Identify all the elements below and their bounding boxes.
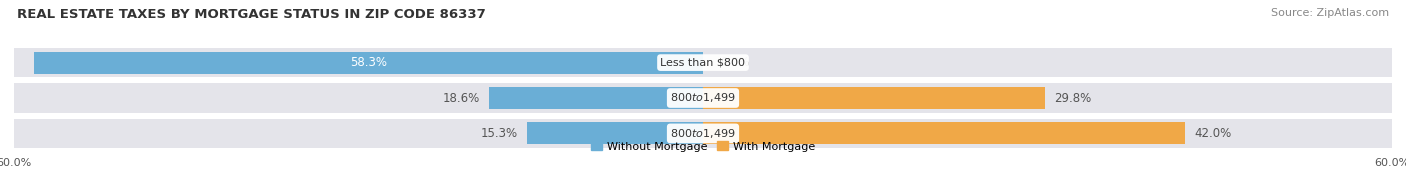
Text: 15.3%: 15.3%: [481, 127, 519, 140]
Text: 58.3%: 58.3%: [350, 56, 387, 69]
Bar: [14, 83, 1392, 113]
Bar: [489, 87, 703, 109]
Text: 29.8%: 29.8%: [1054, 92, 1091, 104]
Bar: [34, 52, 703, 74]
Bar: [703, 122, 1185, 144]
Bar: [14, 48, 1392, 77]
Bar: [527, 122, 703, 144]
Legend: Without Mortgage, With Mortgage: Without Mortgage, With Mortgage: [586, 137, 820, 156]
Text: 18.6%: 18.6%: [443, 92, 481, 104]
Text: $800 to $1,499: $800 to $1,499: [671, 92, 735, 104]
Bar: [703, 87, 1045, 109]
Text: Less than $800: Less than $800: [661, 58, 745, 68]
Text: $800 to $1,499: $800 to $1,499: [671, 127, 735, 140]
Text: 42.0%: 42.0%: [1195, 127, 1232, 140]
Text: 0.0%: 0.0%: [720, 56, 749, 69]
Text: Source: ZipAtlas.com: Source: ZipAtlas.com: [1271, 8, 1389, 18]
Text: REAL ESTATE TAXES BY MORTGAGE STATUS IN ZIP CODE 86337: REAL ESTATE TAXES BY MORTGAGE STATUS IN …: [17, 8, 485, 21]
Bar: [14, 119, 1392, 148]
